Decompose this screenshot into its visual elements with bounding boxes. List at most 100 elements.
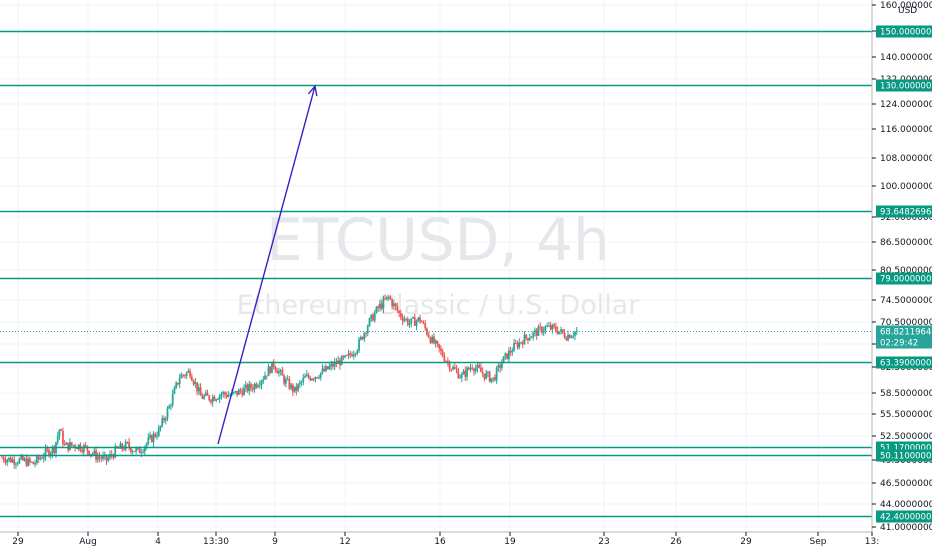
candle-body [119, 443, 122, 449]
candle-body [279, 370, 282, 372]
candle-body [509, 350, 512, 353]
candle-body [403, 319, 406, 321]
candle-body [507, 350, 510, 359]
candle-body [74, 445, 77, 448]
candle-body [6, 459, 9, 463]
candle-body [525, 334, 528, 338]
candle-body [321, 368, 324, 373]
candle-body [452, 367, 454, 370]
candle-body [177, 382, 179, 385]
candle-body [406, 318, 409, 325]
candle-body [386, 296, 388, 300]
time-tick-label: 26 [670, 537, 682, 547]
price-tick-label: 74.5000000 [880, 296, 932, 306]
level-label-box [876, 272, 932, 285]
candle-body [352, 354, 355, 357]
candle-body [513, 342, 515, 352]
candle-body [570, 336, 573, 338]
candle-body [457, 370, 460, 379]
price-tick-label: 58.5000000 [880, 389, 932, 399]
time-axis-background [0, 532, 932, 550]
candle-body [143, 446, 146, 452]
level-label-text: 63.3900000 [880, 359, 931, 369]
candle-body [138, 447, 141, 454]
candle-body [527, 337, 529, 341]
candle-body [539, 326, 542, 328]
trend-arrow[interactable] [217, 84, 318, 445]
candle-body [333, 361, 336, 367]
candle-body [147, 437, 150, 444]
candle-body [417, 317, 420, 321]
level-label-box [876, 449, 932, 462]
candle-body [504, 353, 507, 357]
candle-body [382, 298, 385, 309]
candle-body [70, 442, 73, 446]
candle-body [446, 361, 449, 363]
level-label-box [876, 510, 932, 523]
candle-body [377, 306, 380, 309]
candle-body [23, 458, 26, 461]
candle-body [98, 456, 101, 458]
candle-body [220, 394, 223, 396]
candle-body [173, 387, 176, 394]
candle-body [443, 356, 446, 362]
candle-body [419, 317, 421, 322]
candle-body [420, 321, 423, 323]
candle-body [166, 408, 169, 419]
candle-body [46, 448, 49, 450]
time-tick-label: 29 [740, 537, 752, 547]
candle-body [110, 454, 113, 456]
candle-body [563, 332, 566, 338]
candle-body [88, 450, 90, 455]
candle-body [286, 379, 289, 380]
candle-body [565, 337, 568, 341]
candle-body [124, 442, 127, 450]
candle-body [497, 365, 500, 368]
candle-body [398, 310, 400, 314]
candle-body [107, 457, 110, 461]
candle-body [427, 334, 430, 338]
candle-body [265, 375, 268, 377]
candle-body [483, 373, 486, 379]
horizontal-levels[interactable] [0, 30, 872, 518]
price-tick-label: 116.0000000 [880, 125, 932, 135]
candle-body [568, 334, 571, 338]
candle-body [490, 378, 493, 382]
candle-body [300, 381, 303, 383]
candle-body [183, 375, 186, 377]
candle-body [394, 303, 397, 307]
candle-body [405, 318, 407, 320]
current-price-text: 68.8211964 [880, 328, 931, 338]
candle-body [288, 379, 291, 389]
candle-body [293, 386, 296, 392]
candle-body [537, 326, 540, 336]
candle-body [34, 463, 36, 465]
candle-body [129, 447, 132, 452]
candle-body [150, 435, 153, 443]
candle-body [199, 387, 202, 396]
time-axis[interactable]: 29 Aug 4 13:30 9 12 16 19 23 26 29 Sep 13: [12, 532, 879, 547]
candle-body [39, 458, 42, 460]
candle-body [474, 368, 477, 372]
candle-body [4, 460, 7, 463]
candle-body [2, 457, 5, 461]
candle-body [318, 377, 320, 379]
candle-body [373, 312, 376, 321]
candle-body [480, 367, 482, 372]
candle-body [65, 442, 68, 445]
candle-body [218, 395, 221, 400]
candle-body [49, 453, 52, 457]
candle-body [175, 382, 178, 388]
candle-body [27, 458, 30, 466]
price-tick-label: 70.5000000 [880, 318, 932, 328]
watermark-description: Ethereum Classic / U.S. Dollar [237, 290, 641, 321]
candle-body [561, 329, 564, 333]
candle-body [121, 443, 124, 449]
candle-body [413, 317, 416, 326]
candle-body [349, 353, 352, 355]
time-tick-label: 23 [598, 537, 609, 547]
countdown-text: 02:29:42 [880, 339, 918, 349]
time-tick-label: 12 [339, 537, 350, 547]
price-tick-label: 46.5000000 [880, 479, 932, 489]
